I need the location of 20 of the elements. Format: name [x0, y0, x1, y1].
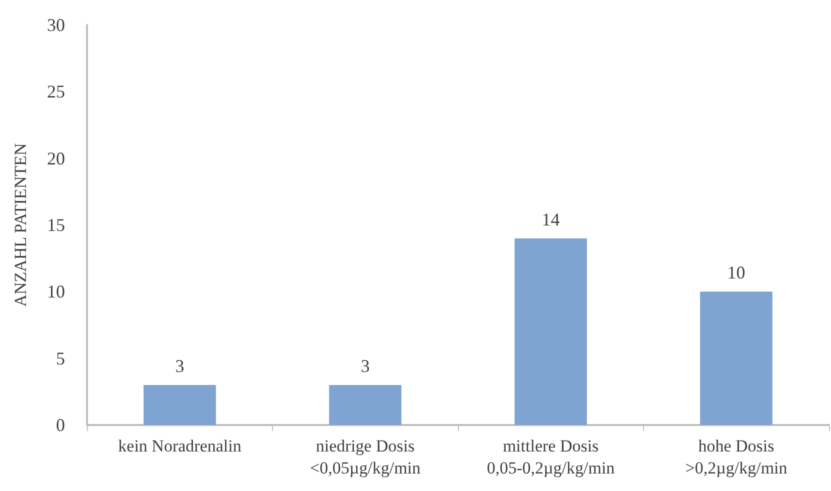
y-tick-label: 5: [56, 348, 65, 368]
data-label: 14: [542, 209, 560, 230]
y-tick-label: 0: [56, 415, 65, 435]
data-label: 10: [727, 262, 746, 283]
bar: [329, 385, 402, 425]
y-tick-label: 20: [47, 148, 65, 168]
x-tick-label: kein Noradrenalin: [118, 436, 242, 456]
bar: [514, 238, 587, 425]
x-tick-label: niedrige Dosis <0,05µg/kg/min: [310, 436, 422, 478]
data-label: 3: [175, 356, 184, 376]
y-tick-label: 30: [47, 15, 65, 35]
y-tick-label: 25: [47, 82, 65, 102]
x-tick-label: mittlere Dosis 0,05-0,2µg/kg/min: [486, 436, 616, 478]
bar: [144, 385, 216, 425]
y-tick-label: 10: [47, 282, 65, 302]
x-tick-label: hohe Dosis >0,2µg/kg/min: [685, 436, 788, 478]
bar: [700, 292, 772, 425]
data-label: 3: [360, 356, 370, 376]
y-tick-label: 15: [47, 215, 65, 235]
y-axis-title: ANZAHL PATIENTEN: [11, 143, 30, 307]
